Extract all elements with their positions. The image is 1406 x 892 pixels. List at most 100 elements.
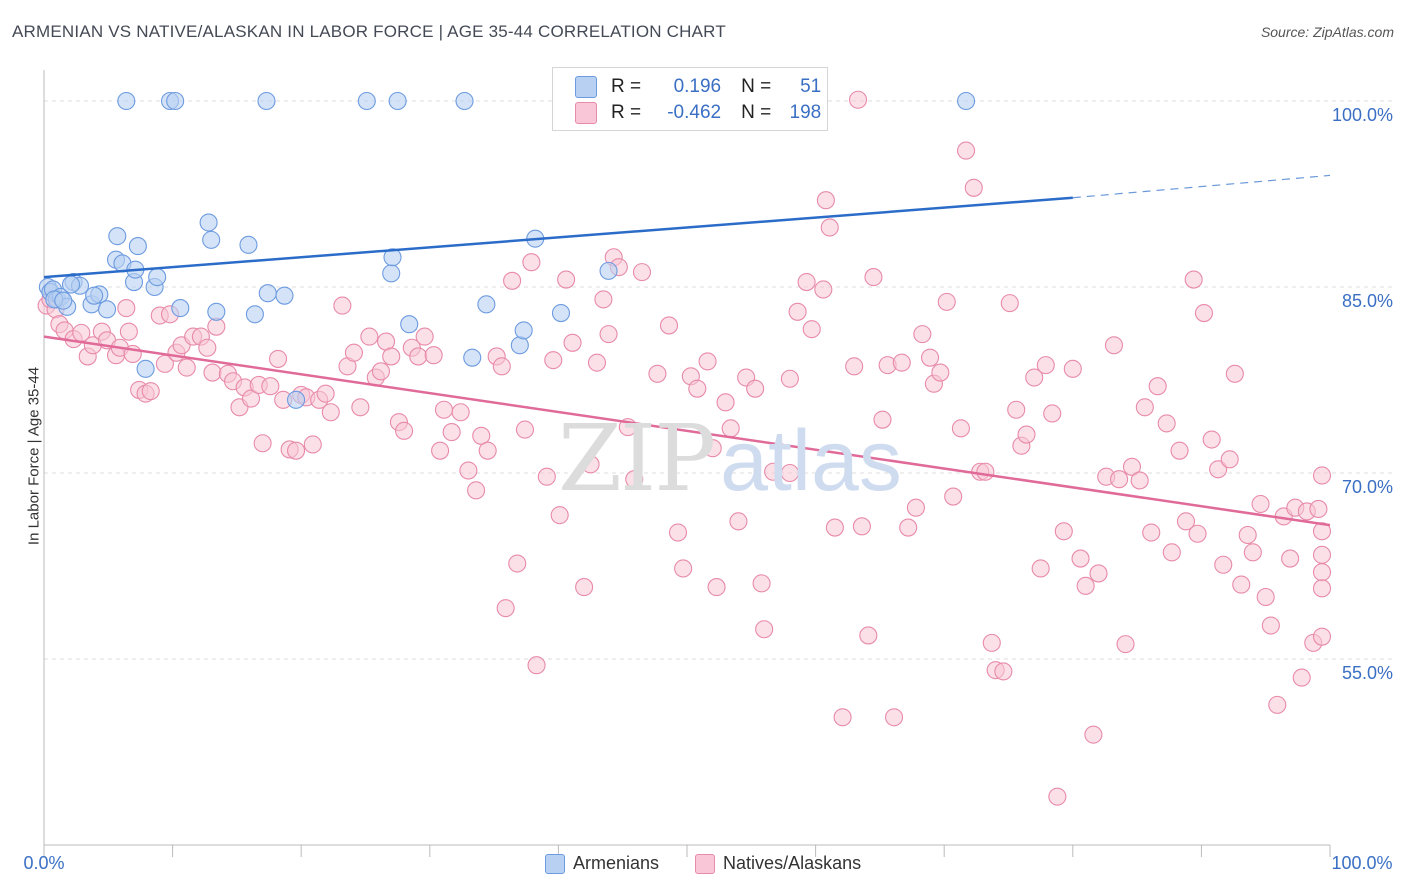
native-point [117, 299, 136, 318]
legend-n-label: N = [741, 102, 772, 123]
native-point [1130, 471, 1149, 490]
native-point [1188, 524, 1207, 543]
native-point [1312, 563, 1332, 582]
watermark: ZIPatlas [558, 405, 902, 512]
native-point [442, 423, 461, 442]
native-point [496, 599, 515, 618]
armenian-point [551, 303, 571, 323]
native-point [424, 346, 443, 365]
native-point [906, 498, 925, 517]
source-label: Source: ZipAtlas.com [1260, 24, 1394, 40]
native-point [884, 708, 904, 727]
native-point [1281, 549, 1300, 568]
native-point [527, 656, 546, 675]
native-point [957, 141, 976, 160]
native-point [1238, 525, 1257, 545]
native-point [632, 263, 652, 282]
native-point [1194, 303, 1214, 323]
armenian-point [207, 302, 226, 321]
armenian-point [148, 268, 167, 287]
native-point [395, 421, 414, 440]
native-point [537, 467, 556, 486]
native-point [581, 455, 600, 474]
native-point [515, 420, 535, 439]
native-point [303, 435, 322, 454]
native-point [729, 512, 748, 531]
native-point [409, 347, 428, 366]
native-point [141, 382, 160, 401]
native-point [316, 384, 335, 403]
native-point [1135, 398, 1154, 417]
native-point [594, 290, 613, 309]
armenian-point [257, 91, 276, 111]
y-tick-label: 55.0% [1342, 663, 1393, 683]
armenians-trend-extension [1072, 174, 1331, 199]
native-point [269, 349, 288, 368]
native-point [344, 343, 363, 362]
native-point [1007, 400, 1026, 419]
armenian-point [85, 286, 104, 305]
natives-points [37, 90, 1332, 806]
native-point [508, 554, 527, 573]
native-point [1214, 555, 1233, 574]
native-point [371, 362, 390, 381]
native-point [944, 487, 963, 506]
legend-row-armenians: R = 0.196 N = 51 [575, 74, 821, 100]
native-point [459, 461, 478, 480]
armenian-point [171, 299, 190, 318]
armenian-point [400, 315, 419, 334]
armenian-point [383, 248, 402, 267]
native-point [1312, 545, 1332, 564]
native-point [1251, 494, 1270, 514]
native-point [848, 90, 868, 109]
armenian-point [108, 227, 127, 246]
native-point [825, 518, 844, 537]
native-point [964, 178, 983, 197]
native-point [1184, 270, 1203, 289]
native-point [557, 270, 576, 289]
native-point [931, 363, 950, 382]
armenian-point [514, 321, 533, 340]
natives-trend-line [43, 335, 1331, 527]
native-point [780, 463, 799, 483]
native-point [716, 393, 735, 412]
legend-label-natives: Natives/Alaskans [723, 853, 862, 873]
armenian-point [455, 91, 474, 111]
native-point [434, 400, 453, 419]
native-point [994, 662, 1013, 681]
native-point [1243, 543, 1262, 562]
native-point [864, 268, 883, 287]
native-point [703, 439, 722, 458]
natives-swatch [575, 102, 597, 124]
chart-title: ARMENIAN VS NATIVE/ALASKAN IN LABOR FORC… [12, 22, 726, 41]
y-tick-label: 100.0% [1332, 105, 1393, 125]
armenians-swatch [575, 76, 597, 98]
armenian-point [463, 348, 482, 367]
native-point [351, 398, 370, 417]
native-point [802, 320, 821, 339]
native-point [1122, 457, 1142, 476]
stats-legend: R = 0.196 N = 51 R = -0.462 N = 198 [552, 67, 828, 131]
native-point [1148, 377, 1167, 396]
armenian-point [477, 295, 496, 314]
native-point [287, 441, 306, 460]
armenian-point [166, 91, 185, 111]
armenian-point [258, 284, 277, 303]
legend-n-value: 198 [789, 102, 822, 123]
native-point [1268, 695, 1287, 714]
native-point [820, 218, 839, 237]
legend-n-label: N = [741, 76, 772, 97]
native-point [333, 296, 352, 315]
native-point [177, 358, 196, 377]
native-point [1071, 549, 1090, 568]
native-point [1104, 336, 1124, 355]
native-point [415, 327, 434, 346]
native-point [1063, 359, 1082, 378]
native-point [1312, 579, 1332, 598]
native-point [780, 369, 799, 388]
native-point [1089, 564, 1108, 583]
native-point [1084, 725, 1103, 744]
native-point [1292, 668, 1311, 687]
native-point [253, 434, 272, 453]
armenian-point [275, 286, 294, 305]
